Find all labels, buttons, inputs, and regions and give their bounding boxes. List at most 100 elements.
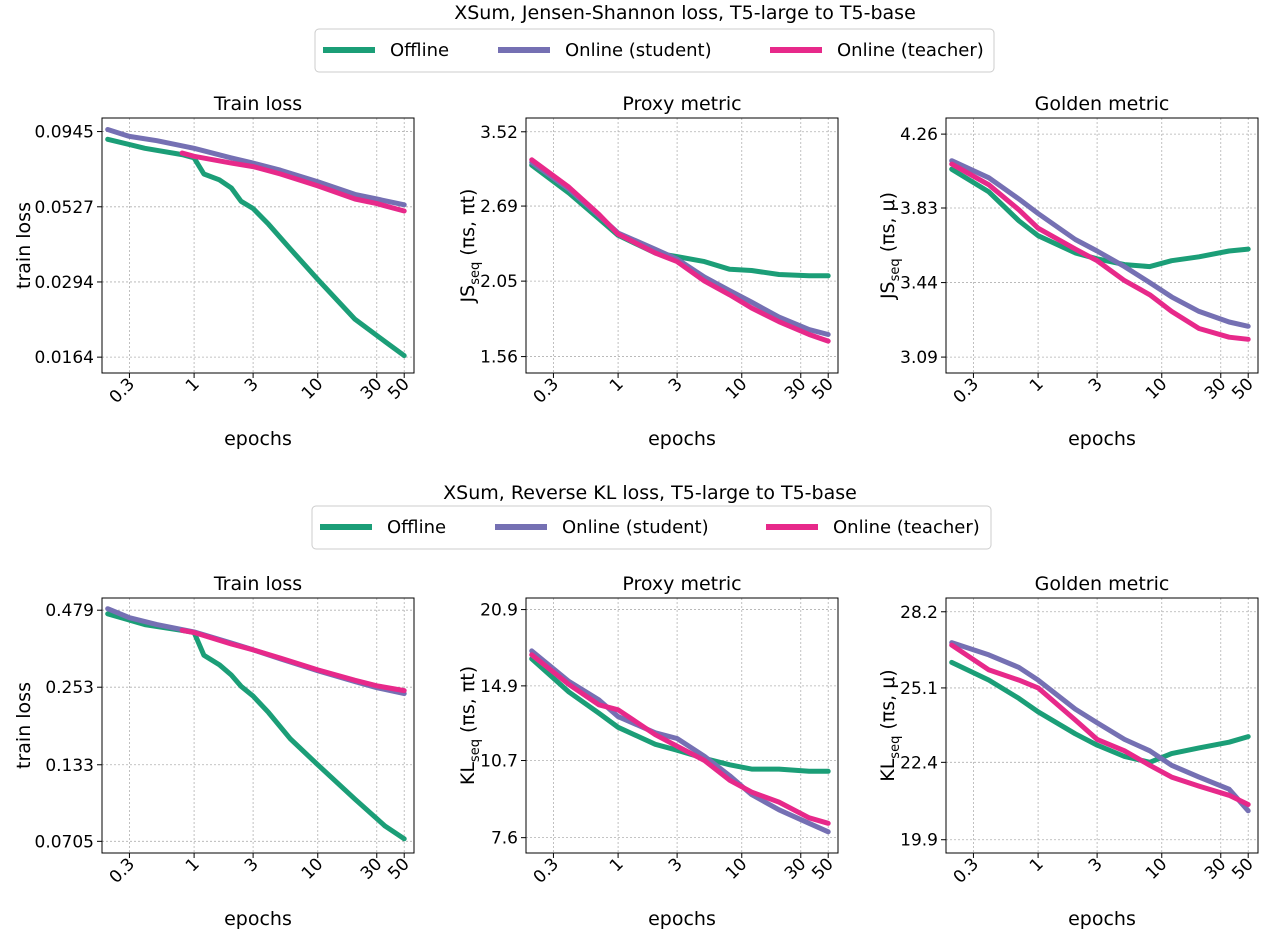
- x-tick-label: 30: [1201, 374, 1230, 403]
- x-tick-label: 0.3: [106, 374, 139, 407]
- x-tick-label: 1: [1026, 854, 1048, 876]
- x-tick-label: 10: [298, 374, 327, 403]
- x-tick-label: 0.3: [530, 854, 563, 887]
- y-tick-label: 1.56: [480, 348, 518, 368]
- series-line-online-teacher: [949, 161, 1251, 342]
- series-line-online-teacher: [529, 652, 831, 826]
- chart-panel: Golden metric 19.9 22.4 25.1 28.2 0.3 1 3 10 3050…: [877, 573, 1259, 930]
- legend-label-offline: Offline: [390, 40, 449, 61]
- x-tick-label: 30: [357, 854, 386, 883]
- x-tick-label: 3: [1085, 854, 1107, 876]
- y-axis-label: KLseq (πs, μ): [877, 669, 903, 781]
- y-tick-label: 20.9: [480, 601, 518, 621]
- legend-kl: Offline Online (student) Online (teacher…: [311, 505, 992, 550]
- x-tick-label: 0.3: [530, 374, 563, 407]
- x-tick-label: 50: [1228, 854, 1257, 883]
- x-tick-label: 3: [241, 854, 263, 876]
- panel-title: Golden metric: [1035, 93, 1170, 115]
- plot-frame: [945, 117, 1259, 374]
- x-tick-label: 0.3: [950, 374, 983, 407]
- x-tick-label: 50: [384, 374, 413, 403]
- y-tick-label: 0.0705: [35, 832, 94, 852]
- x-tick-label: 50: [808, 374, 837, 403]
- x-tick-label: 50: [1228, 374, 1257, 403]
- y-axis-label: train loss: [13, 682, 35, 769]
- series-line-online-student: [105, 127, 407, 208]
- x-axis-label: epochs: [1068, 908, 1136, 930]
- y-tick-label: 0.0294: [35, 273, 94, 293]
- x-tick-label: 3: [1085, 374, 1107, 396]
- legend-frame: [314, 28, 995, 73]
- series-line-online-teacher: [949, 642, 1251, 807]
- x-tick-label: 3: [241, 374, 263, 396]
- x-axis-label: epochs: [1068, 428, 1136, 450]
- chart-panel: Train loss 0.0705 0.133 0.253 0.479 0.3 1 3 10 30…: [13, 573, 415, 930]
- y-tick-label: 22.4: [900, 753, 938, 773]
- y-axis-label: train loss: [13, 202, 35, 289]
- panels: Train loss 0.0164 0.0294 0.0527 0.0945 0.3 1 3 1…: [13, 93, 1259, 930]
- legend-label-teacher: Online (teacher): [837, 40, 984, 61]
- x-tick-label: 1: [606, 854, 628, 876]
- legend-label-teacher: Online (teacher): [833, 517, 980, 538]
- y-tick-label: 4.26: [900, 125, 938, 145]
- series-line-online-student: [529, 160, 831, 337]
- x-axis-label: epochs: [224, 428, 292, 450]
- series-line-offline: [949, 659, 1251, 765]
- y-axis-label: KLseq (πs, πt): [457, 666, 483, 785]
- x-tick-label: 0.3: [106, 854, 139, 887]
- y-tick-label: 7.6: [491, 829, 518, 849]
- x-tick-label: 1: [606, 374, 628, 396]
- y-tick-label: 0.0527: [35, 198, 94, 218]
- x-tick-label: 30: [1201, 854, 1230, 883]
- series-line-online-student: [529, 648, 831, 835]
- x-tick-label: 10: [298, 854, 327, 883]
- series-line-offline: [105, 611, 407, 842]
- panel-title: Proxy metric: [622, 93, 741, 115]
- y-tick-label: 0.0945: [35, 123, 94, 143]
- series-line-offline: [949, 166, 1251, 270]
- x-tick-label: 30: [781, 374, 810, 403]
- chart-panel: Golden metric 3.09 3.44 3.83 4.26 0.3 1 3 10 3050…: [877, 93, 1259, 450]
- x-axis-label: epochs: [648, 908, 716, 930]
- plot-frame: [101, 597, 415, 854]
- legend-js: Offline Online (student) Online (teacher…: [314, 28, 995, 73]
- plot-frame: [945, 597, 1259, 854]
- x-tick-label: 30: [357, 374, 386, 403]
- x-tick-label: 1: [1026, 374, 1048, 396]
- y-tick-label: 25.1: [900, 679, 938, 699]
- y-tick-label: 0.253: [45, 678, 94, 698]
- x-tick-label: 10: [1142, 374, 1171, 403]
- series-line-online-student: [949, 640, 1251, 814]
- x-tick-label: 10: [722, 854, 751, 883]
- series-line-offline: [105, 136, 407, 359]
- legend-label-offline: Offline: [387, 517, 446, 538]
- y-tick-label: 2.69: [480, 197, 518, 217]
- y-tick-label: 10.7: [480, 752, 518, 772]
- plot-frame: [101, 117, 415, 374]
- x-tick-label: 50: [384, 854, 413, 883]
- x-tick-label: 30: [781, 854, 810, 883]
- x-tick-label: 3: [665, 374, 687, 396]
- legend-frame: [311, 505, 992, 550]
- series-line-online-teacher: [179, 150, 407, 214]
- x-tick-label: 10: [722, 374, 751, 403]
- y-tick-label: 3.44: [900, 274, 938, 294]
- panel-title: Train loss: [213, 573, 302, 595]
- group-title-js: XSum, Jensen-Shannon loss, T5-large to T…: [454, 2, 916, 24]
- x-tick-label: 1: [182, 854, 204, 876]
- y-tick-label: 19.9: [900, 831, 938, 851]
- x-tick-label: 50: [808, 854, 837, 883]
- group-title-kl: XSum, Reverse KL loss, T5-large to T5-ba…: [443, 482, 857, 504]
- y-tick-label: 28.2: [900, 603, 938, 623]
- y-tick-label: 14.9: [480, 677, 518, 697]
- y-tick-label: 3.83: [900, 199, 938, 219]
- series-line-online-student: [949, 158, 1251, 329]
- legend-label-student: Online (student): [562, 517, 709, 538]
- x-tick-label: 10: [1142, 854, 1171, 883]
- x-axis-label: epochs: [648, 428, 716, 450]
- y-tick-label: 0.479: [45, 601, 94, 621]
- series-line-offline: [529, 656, 831, 774]
- panel-title: Train loss: [213, 93, 302, 115]
